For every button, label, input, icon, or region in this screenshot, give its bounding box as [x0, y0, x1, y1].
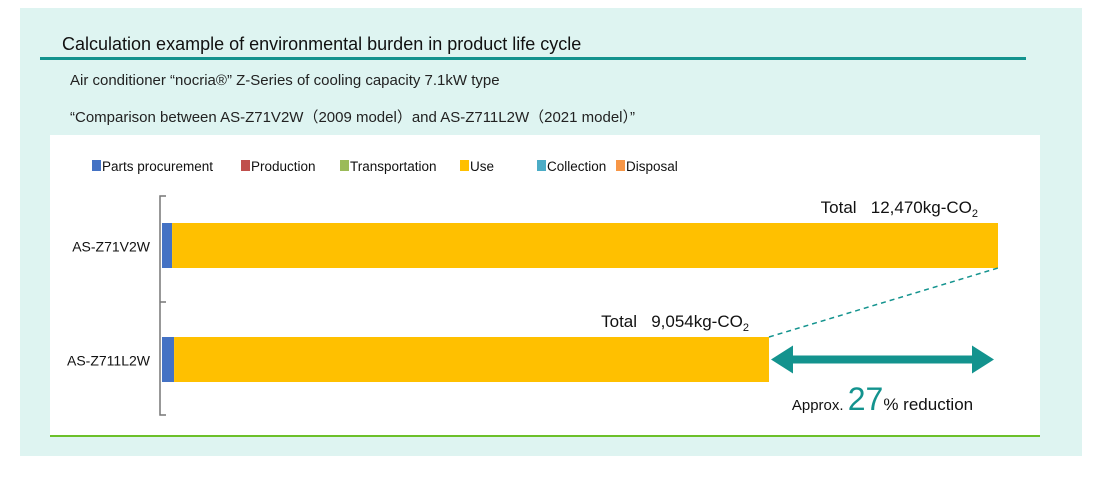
category-label: AS-Z711L2W — [67, 353, 151, 369]
legend-label: Production — [251, 159, 316, 174]
bar-segment — [172, 223, 998, 268]
subtitle-comparison: “Comparison between AS-Z71V2W（2009 model… — [70, 109, 636, 126]
legend-swatch — [340, 160, 349, 171]
legend-label: Parts procurement — [102, 159, 213, 174]
bar-segment — [162, 223, 173, 268]
legend-label: Disposal — [626, 159, 678, 174]
category-axis — [159, 195, 166, 416]
title-rule — [40, 57, 1026, 60]
legend-label: Transportation — [350, 159, 437, 174]
page-title: Calculation example of environmental bur… — [62, 34, 582, 54]
chart-panel — [50, 135, 1040, 437]
bar-segment — [174, 337, 769, 382]
legend-label: Collection — [547, 159, 606, 174]
legend-swatch — [460, 160, 469, 171]
total-label: Total 12,470kg-CO2 — [821, 198, 978, 220]
reduction-annotation: Approx. 27% reduction — [792, 381, 973, 417]
total-label: Total 9,054kg-CO2 — [601, 312, 749, 334]
legend-swatch — [241, 160, 250, 171]
category-label: AS-Z71V2W — [72, 239, 151, 255]
subtitle-product: Air conditioner “nocria®” Z-Series of co… — [70, 72, 500, 89]
reduction-connector — [768, 267, 999, 338]
legend-swatch — [92, 160, 101, 171]
bar-segment — [162, 337, 175, 382]
reduction-arrow — [770, 345, 994, 374]
legend-swatch — [616, 160, 625, 171]
legend-swatch — [537, 160, 546, 171]
legend-label: Use — [470, 159, 494, 174]
